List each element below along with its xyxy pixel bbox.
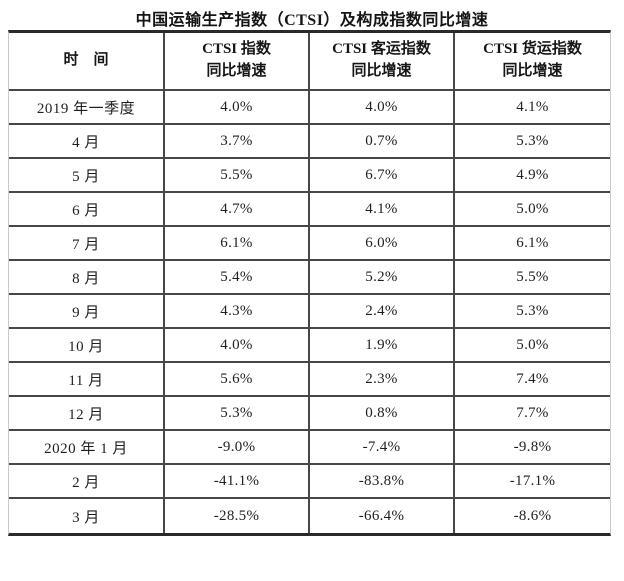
cell-ctsi: -9.0%: [165, 431, 310, 465]
cell-time: 2020 年 1 月: [9, 431, 165, 465]
cell-freight: 7.7%: [455, 397, 610, 431]
cell-freight: 4.9%: [455, 159, 610, 193]
table-row: 2020 年 1 月 -9.0% -7.4% -9.8%: [9, 431, 610, 465]
cell-passenger: 1.9%: [310, 329, 455, 363]
cell-passenger: 5.2%: [310, 261, 455, 295]
cell-time: 12 月: [9, 397, 165, 431]
cell-freight: 6.1%: [455, 227, 610, 261]
cell-time: 2 月: [9, 465, 165, 499]
table-row: 10 月 4.0% 1.9% 5.0%: [9, 329, 610, 363]
table-row: 4 月 3.7% 0.7% 5.3%: [9, 125, 610, 159]
table-row: 5 月 5.5% 6.7% 4.9%: [9, 159, 610, 193]
cell-time: 3 月: [9, 499, 165, 533]
cell-passenger: 6.7%: [310, 159, 455, 193]
cell-ctsi: 5.3%: [165, 397, 310, 431]
cell-time: 10 月: [9, 329, 165, 363]
header-time-label: 时 间: [63, 52, 109, 69]
cell-ctsi: -41.1%: [165, 465, 310, 499]
cell-freight: -9.8%: [455, 431, 610, 465]
cell-passenger: 2.4%: [310, 295, 455, 329]
cell-freight: 5.3%: [455, 125, 610, 159]
table-title: 中国运输生产指数（CTSI）及构成指数同比增速: [135, 12, 489, 29]
cell-passenger: -83.8%: [310, 465, 455, 499]
cell-passenger: 0.8%: [310, 397, 455, 431]
cell-passenger: -7.4%: [310, 431, 455, 465]
cell-passenger: 6.0%: [310, 227, 455, 261]
header-passenger-line2: 同比增速: [351, 63, 412, 79]
cell-freight: 5.0%: [455, 193, 610, 227]
header-passenger-line1: CTSI 客运指数: [332, 41, 431, 58]
cell-time: 6 月: [9, 193, 165, 227]
header-ctsi-index: CTSI 指数 同比增速: [165, 33, 310, 91]
table-row: 2 月 -41.1% -83.8% -17.1%: [9, 465, 610, 499]
cell-passenger: 2.3%: [310, 363, 455, 397]
cell-freight: -8.6%: [513, 507, 552, 524]
cell-time: 5 月: [9, 159, 165, 193]
header-freight-line2: 同比增速: [502, 63, 563, 79]
header-freight-index: CTSI 货运指数 同比增速: [455, 33, 610, 91]
table-header: 时 间 CTSI 指数 同比增速 CTSI 客运指数 同比增速 CTSI 货运指…: [9, 33, 610, 91]
cell-passenger: 4.0%: [310, 91, 455, 125]
cell-ctsi: 6.1%: [165, 227, 310, 261]
header-time: 时 间: [9, 33, 165, 91]
cell-time: 7 月: [9, 227, 165, 261]
cell-ctsi: -28.5%: [165, 499, 310, 533]
cell-passenger: 4.1%: [310, 193, 455, 227]
cell-time: 11 月: [9, 363, 165, 397]
cell-time: 2019 年一季度: [9, 91, 165, 125]
cell-ctsi: 5.6%: [165, 363, 310, 397]
table-row: 7 月 6.1% 6.0% 6.1%: [9, 227, 610, 261]
cell-freight: 4.1%: [455, 91, 610, 125]
cell-passenger: -66.4%: [310, 499, 455, 533]
table-row: 2019 年一季度 4.0% 4.0% 4.1%: [9, 91, 610, 125]
header-ctsi-line2: 同比增速: [206, 63, 267, 79]
header-passenger-index: CTSI 客运指数 同比增速: [310, 33, 455, 91]
header-freight-line1: CTSI 货运指数: [483, 41, 582, 58]
cell-time: 9 月: [9, 295, 165, 329]
cell-ctsi: 3.7%: [165, 125, 310, 159]
cell-freight: -17.1%: [455, 465, 610, 499]
cell-freight: 7.4%: [455, 363, 610, 397]
cell-ctsi: 5.4%: [165, 261, 310, 295]
cell-ctsi: 4.3%: [165, 295, 310, 329]
table-row: 3 月 -28.5% -66.4% -8.6%: [9, 499, 610, 533]
table-body: 2019 年一季度 4.0% 4.0% 4.1% 4 月 3.7% 0.7% 5…: [9, 91, 610, 533]
cell-freight: 5.5%: [455, 261, 610, 295]
table-row: 12 月 5.3% 0.8% 7.7%: [9, 397, 610, 431]
table-row: 9 月 4.3% 2.4% 5.3%: [9, 295, 610, 329]
cell-time: 4 月: [9, 125, 165, 159]
table-row: 6 月 4.7% 4.1% 5.0%: [9, 193, 610, 227]
cell-ctsi: 4.7%: [165, 193, 310, 227]
header-row: 时 间 CTSI 指数 同比增速 CTSI 客运指数 同比增速 CTSI 货运指…: [9, 33, 610, 91]
cell-freight: 5.0%: [455, 329, 610, 363]
cell-freight: 5.3%: [455, 295, 610, 329]
ctsi-table: 时 间 CTSI 指数 同比增速 CTSI 客运指数 同比增速 CTSI 货运指…: [8, 30, 611, 536]
cell-passenger: 0.7%: [310, 125, 455, 159]
cell-ctsi: 4.0%: [165, 91, 310, 125]
header-ctsi-line1: CTSI 指数: [202, 41, 271, 58]
cell-ctsi: 4.0%: [165, 329, 310, 363]
table-row: 8 月 5.4% 5.2% 5.5%: [9, 261, 610, 295]
cell-time: 8 月: [9, 261, 165, 295]
table-row: 11 月 5.6% 2.3% 7.4%: [9, 363, 610, 397]
cell-ctsi: 5.5%: [165, 159, 310, 193]
